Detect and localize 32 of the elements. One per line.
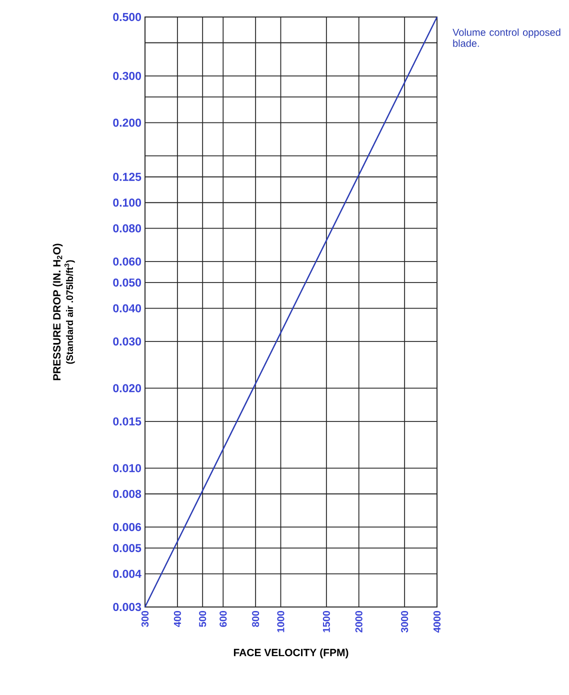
text: (Standard air .075lb/ft$^{3}$) (64, 260, 75, 364)
x-tick-label: 4000 (433, 610, 441, 633)
y-axis-title: PRESSURE DROP (IN. H$_{2}$O) (52, 244, 63, 380)
y-tick-label: 0.006 (113, 522, 142, 532)
x-axis-title: FACE VELOCITY (FPM) (234, 648, 348, 658)
y-tick-label: 0.500 (113, 12, 141, 22)
x-tick-label: 2000 (355, 610, 362, 632)
x-tick-label: 800 (252, 610, 260, 627)
y-tick-label: 0.100 (113, 198, 141, 207)
y-tick-label: 0.020 (113, 384, 141, 392)
x-tick-label: 600 (220, 610, 227, 627)
y-tick-label: 0.300 (113, 72, 141, 80)
y-tick-label: 0.050 (113, 278, 141, 287)
y-tick-label: 0.015 (113, 417, 142, 426)
y-tick-label: 0.080 (113, 224, 141, 232)
x-tick-label: 3000 (401, 610, 408, 633)
x-tick-label: 400 (174, 610, 181, 628)
y-tick-label: 0.005 (113, 544, 142, 552)
y-tick-label: 0.040 (113, 304, 141, 312)
series-label: Volume control opposed blade. (452, 28, 560, 47)
y-tick-label: 0.008 (113, 490, 142, 498)
x-tick-label: 500 (199, 610, 206, 627)
y-tick-label: 0.060 (113, 257, 141, 266)
y-tick-label: 0.003 (113, 602, 142, 612)
y-tick-label: 0.200 (113, 118, 141, 127)
x-tick-label: 300 (141, 610, 149, 627)
x-tick-label: 1000 (277, 610, 284, 632)
y-tick-label: 0.125 (113, 172, 142, 181)
y-tick-label: 0.030 (113, 337, 141, 346)
x-tick-label: 1500 (322, 610, 330, 632)
y-tick-label: 0.010 (113, 464, 141, 472)
y-tick-label: 0.004 (113, 570, 142, 578)
